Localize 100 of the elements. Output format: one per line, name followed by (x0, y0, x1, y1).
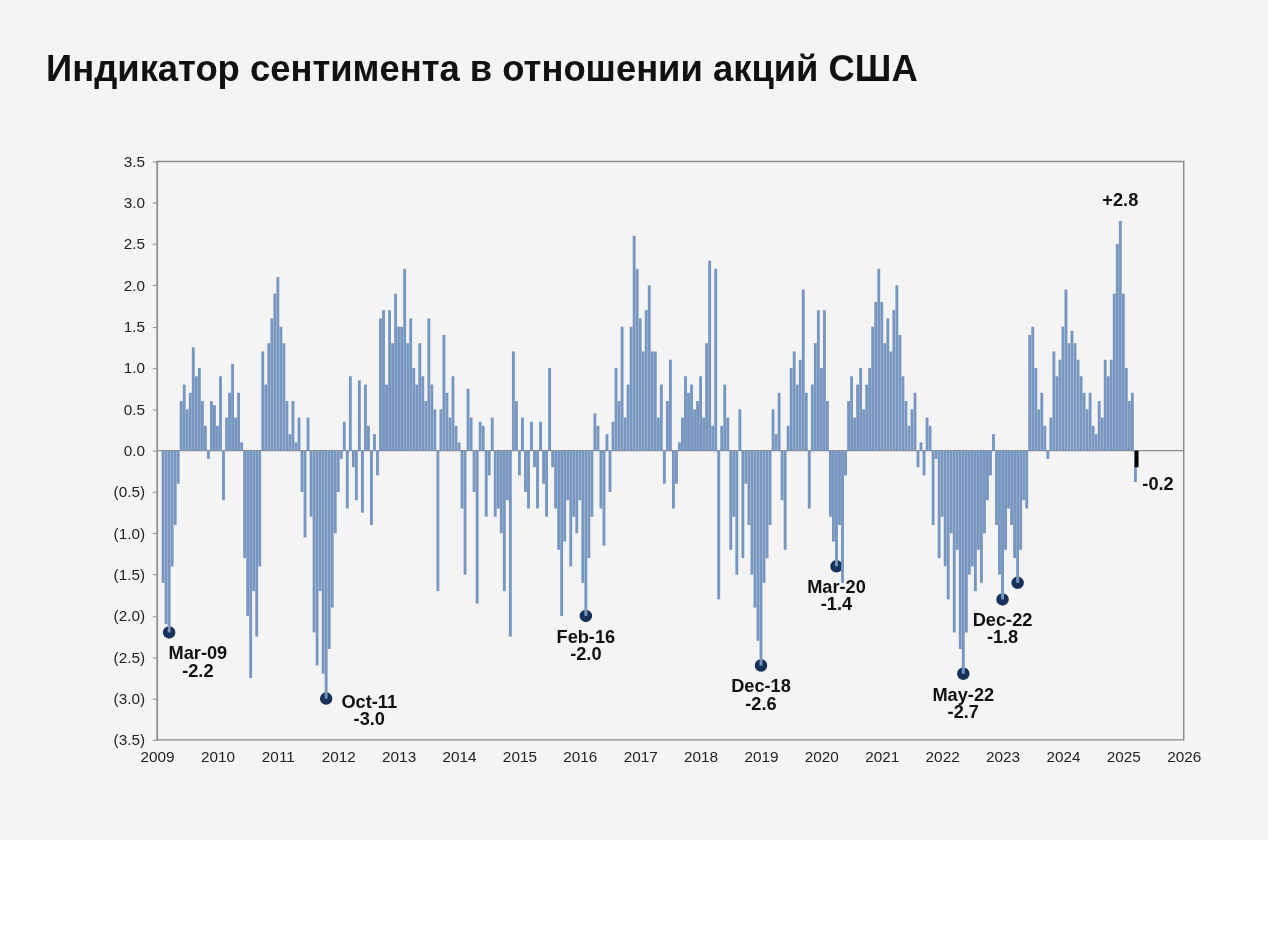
bar (545, 450, 549, 517)
bar (508, 450, 512, 637)
bar (219, 376, 222, 451)
bar (490, 417, 494, 451)
bar (191, 347, 195, 451)
bar (342, 421, 346, 451)
bar (620, 326, 624, 451)
annotation: -0.2 (1142, 474, 1174, 495)
bar (659, 384, 663, 451)
x-tick-label: 2026 (1167, 748, 1202, 766)
bar (1088, 392, 1092, 451)
y-tick-label: 3.0 (123, 194, 146, 212)
bar (1103, 359, 1107, 451)
bar (952, 450, 956, 633)
bar (699, 376, 703, 451)
bar (478, 421, 482, 451)
bar (394, 293, 398, 451)
bar (536, 450, 539, 509)
x-tick-label: 2016 (563, 748, 598, 766)
y-tick-label: 0.0 (123, 441, 146, 459)
x-tick-label: 2025 (1106, 748, 1141, 766)
bar (466, 388, 470, 451)
bar (427, 318, 431, 451)
bar (370, 450, 373, 526)
x-tick-label: 2017 (623, 748, 658, 766)
bar (741, 450, 745, 559)
bar (213, 405, 216, 451)
bar (662, 450, 666, 484)
x-tick-label: 2011 (261, 748, 295, 766)
bar (376, 450, 379, 476)
bar (1134, 450, 1139, 468)
bar (167, 450, 171, 633)
bar (388, 310, 392, 451)
bar (684, 376, 687, 451)
bar (1097, 401, 1101, 451)
y-tick-label: (2.5) (113, 648, 146, 666)
bar (560, 450, 564, 616)
bar (632, 235, 636, 451)
bar (502, 450, 506, 592)
bar (801, 289, 805, 451)
bar (261, 351, 265, 451)
bar (992, 434, 995, 451)
bar (708, 260, 712, 451)
y-tick-label: (3.0) (113, 689, 146, 707)
bar (807, 450, 811, 509)
x-tick-label: 2009 (140, 748, 175, 766)
bar (792, 351, 796, 451)
bar (409, 318, 413, 451)
bar (822, 310, 826, 451)
bar (859, 368, 863, 451)
bar (714, 268, 718, 451)
bar (363, 384, 367, 451)
bar (182, 384, 186, 451)
y-tick-label: (3.5) (113, 731, 146, 749)
x-tick-label: 2022 (925, 748, 960, 766)
x-tick-label: 2019 (744, 748, 779, 766)
bar (886, 318, 890, 451)
bar (816, 310, 820, 451)
bar (671, 450, 675, 509)
bar (729, 450, 733, 550)
bar (668, 359, 672, 451)
bar (979, 450, 983, 583)
y-tick-label: 2.5 (123, 235, 146, 253)
bar (783, 450, 787, 550)
y-tick-label: 1.5 (123, 317, 146, 335)
bar (481, 425, 485, 451)
bar (237, 392, 241, 451)
x-tick-label: 2015 (502, 748, 537, 766)
chart-title: Индикатор сентимента в отношении акций США (46, 47, 918, 89)
bar (315, 450, 319, 666)
x-tick-label: 2013 (382, 748, 417, 766)
bar (1001, 450, 1004, 600)
bar (931, 450, 935, 526)
bar (539, 421, 542, 451)
bar (530, 421, 533, 451)
bar (593, 413, 597, 451)
bar (511, 351, 515, 451)
bar (403, 268, 407, 451)
y-tick-label: 2.0 (123, 276, 146, 294)
bar (973, 450, 977, 592)
bar (690, 384, 693, 451)
y-tick-label: (1.0) (113, 524, 146, 542)
x-tick-label: 2018 (684, 748, 719, 766)
bar (493, 450, 497, 517)
bar (738, 409, 742, 451)
bar (373, 434, 376, 451)
bar (937, 450, 941, 559)
bar (231, 363, 234, 451)
x-tick-label: 2012 (321, 748, 356, 766)
y-tick-label: 1.0 (123, 359, 146, 377)
y-tick-label: 3.5 (123, 152, 146, 170)
bar (521, 417, 524, 451)
bar (548, 368, 552, 451)
bar (1040, 392, 1044, 451)
bar (575, 450, 579, 534)
bar (442, 334, 446, 451)
bar (436, 450, 440, 592)
x-tick-label: 2020 (804, 748, 839, 766)
bar (324, 450, 328, 699)
bar (484, 450, 488, 517)
